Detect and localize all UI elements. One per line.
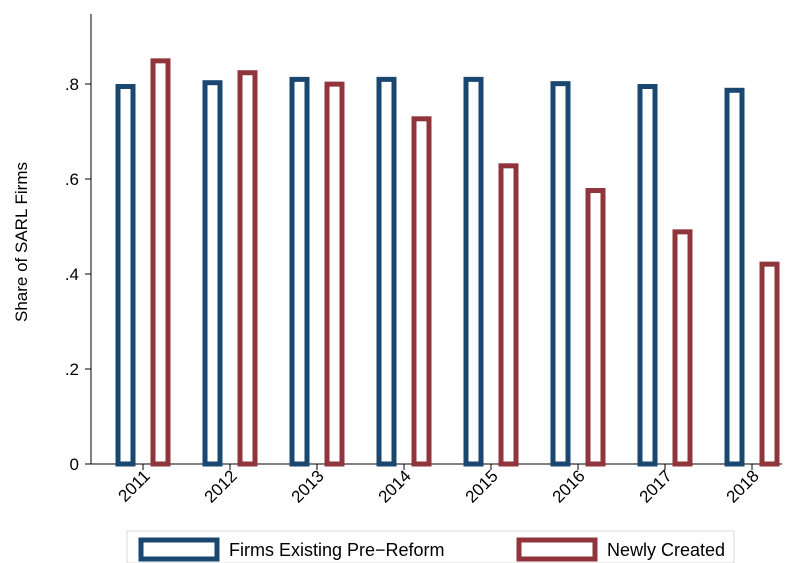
bar-newly-created-2017 — [672, 229, 693, 467]
y-tick-label: .6 — [65, 170, 79, 189]
bar-pre-reform-2015 — [463, 76, 484, 467]
bar-newly-created-2015 — [498, 163, 519, 467]
legend: Firms Existing Pre−Reform Newly Created — [126, 530, 735, 563]
x-tick-label-2015: 2015 — [462, 466, 502, 506]
bar-pre-reform-2017 — [637, 84, 658, 467]
x-tick-label-2018: 2018 — [723, 466, 763, 506]
bar-newly-created-2012 — [237, 70, 258, 467]
y-tick-label: .4 — [65, 265, 79, 284]
y-axis-title: Share of SARL Firms — [12, 162, 31, 322]
x-tick-label-2013: 2013 — [288, 466, 328, 506]
x-tick-label-2017: 2017 — [636, 466, 676, 506]
y-tick-label: .8 — [65, 75, 79, 94]
y-ticks: 0 .2 .4 .6 .8 — [65, 75, 91, 474]
bar-pre-reform-2011 — [115, 84, 136, 467]
bar-newly-created-2014 — [411, 116, 432, 467]
bar-newly-created-2013 — [324, 81, 345, 467]
y-tick-label: .2 — [65, 360, 79, 379]
y-tick-label: 0 — [70, 455, 79, 474]
x-tick-label-2016: 2016 — [549, 466, 589, 506]
x-tick-label-2014: 2014 — [375, 466, 415, 506]
x-tick-label-2012: 2012 — [201, 466, 241, 506]
bar-pre-reform-2018 — [724, 87, 745, 467]
bar-pre-reform-2016 — [550, 81, 571, 467]
legend-label-pre-reform: Firms Existing Pre−Reform — [229, 540, 445, 560]
legend-label-newly-created: Newly Created — [607, 540, 725, 560]
legend-frame — [126, 530, 735, 563]
legend-swatch-pre-reform — [138, 537, 220, 562]
bar-pre-reform-2013 — [289, 76, 310, 467]
bar-newly-created-2011 — [150, 58, 171, 467]
x-tick-label-2011: 2011 — [115, 466, 154, 505]
bar-pre-reform-2012 — [202, 80, 223, 467]
bars — [115, 58, 780, 467]
bar-pre-reform-2014 — [376, 76, 397, 467]
legend-swatch-newly-created — [516, 537, 598, 562]
bar-newly-created-2016 — [585, 188, 606, 467]
bar-newly-created-2018 — [759, 261, 780, 467]
x-ticks: 2011 2012 2013 2014 2015 2016 2017 2018 — [115, 464, 763, 507]
